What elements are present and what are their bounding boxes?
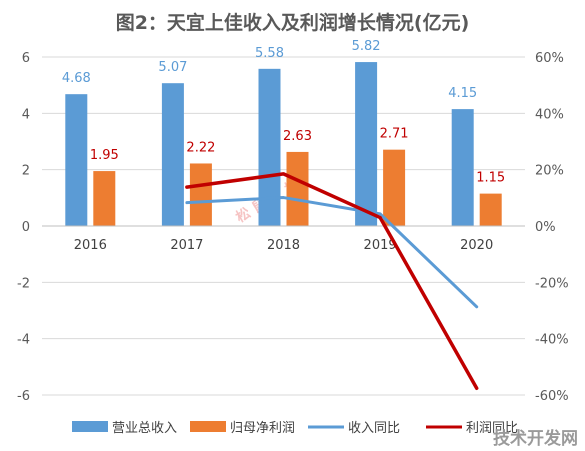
y-left-tick-label: -4	[17, 333, 30, 348]
x-tick-label: 2016	[74, 238, 107, 253]
bar-net-profit	[286, 151, 309, 226]
legend-swatch	[72, 421, 108, 432]
line-revenue-yoy	[185, 196, 479, 309]
data-label-net-profit: 2.22	[186, 140, 215, 155]
x-tick-label: 2019	[364, 238, 397, 253]
y-left-tick-label: -2	[17, 276, 30, 291]
data-label-net-profit: 1.95	[90, 148, 119, 163]
legend-label: 利润同比	[466, 421, 518, 436]
data-label-revenue: 5.58	[255, 46, 284, 61]
chart-title: 图2：天宜上佳收入及利润增长情况(亿元)	[115, 12, 470, 34]
y-right-tick-label: -20%	[535, 276, 569, 291]
x-tick-label: 2017	[170, 238, 203, 253]
y-left-tick-label: 4	[22, 107, 30, 122]
bar-revenue	[65, 94, 88, 227]
bar-revenue	[258, 68, 281, 226]
data-label-net-profit: 1.15	[476, 171, 505, 186]
data-label-net-profit: 2.71	[380, 127, 409, 142]
x-tick-label: 2020	[460, 238, 493, 253]
y-right-tick-label: -60%	[535, 389, 569, 404]
bar-net-profit	[189, 163, 212, 226]
corner-logo: 技术开发网	[493, 428, 578, 449]
line-profit-yoy	[185, 172, 479, 390]
legend-swatch	[190, 421, 226, 432]
bar-net-profit	[93, 171, 116, 226]
legend-label: 收入同比	[348, 421, 400, 436]
data-label-revenue: 4.68	[62, 71, 91, 86]
y-right-tick-label: 20%	[535, 164, 564, 179]
y-right-tick-label: 60%	[535, 51, 564, 66]
y-left-tick-label: 2	[22, 164, 30, 179]
bar-revenue	[161, 83, 184, 226]
y-left-tick-label: -6	[17, 389, 30, 404]
y-right-tick-label: 0%	[535, 220, 556, 235]
bar-net-profit	[479, 193, 502, 226]
data-label-revenue: 4.15	[448, 86, 477, 101]
legend-label: 营业总收入	[112, 421, 177, 436]
data-label-net-profit: 2.63	[283, 129, 312, 144]
legend-label: 归母净利润	[230, 421, 295, 436]
data-label-revenue: 5.82	[352, 39, 381, 54]
data-label-revenue: 5.07	[158, 60, 187, 75]
y-right-tick-label: 40%	[535, 107, 564, 122]
bar-revenue	[451, 109, 474, 226]
y-right-tick-label: -40%	[535, 333, 569, 348]
y-left-tick-label: 6	[22, 51, 30, 66]
bar-net-profit	[383, 149, 406, 226]
x-tick-label: 2018	[267, 238, 300, 253]
bar-revenue	[355, 62, 378, 226]
y-left-tick-label: 0	[22, 220, 30, 235]
